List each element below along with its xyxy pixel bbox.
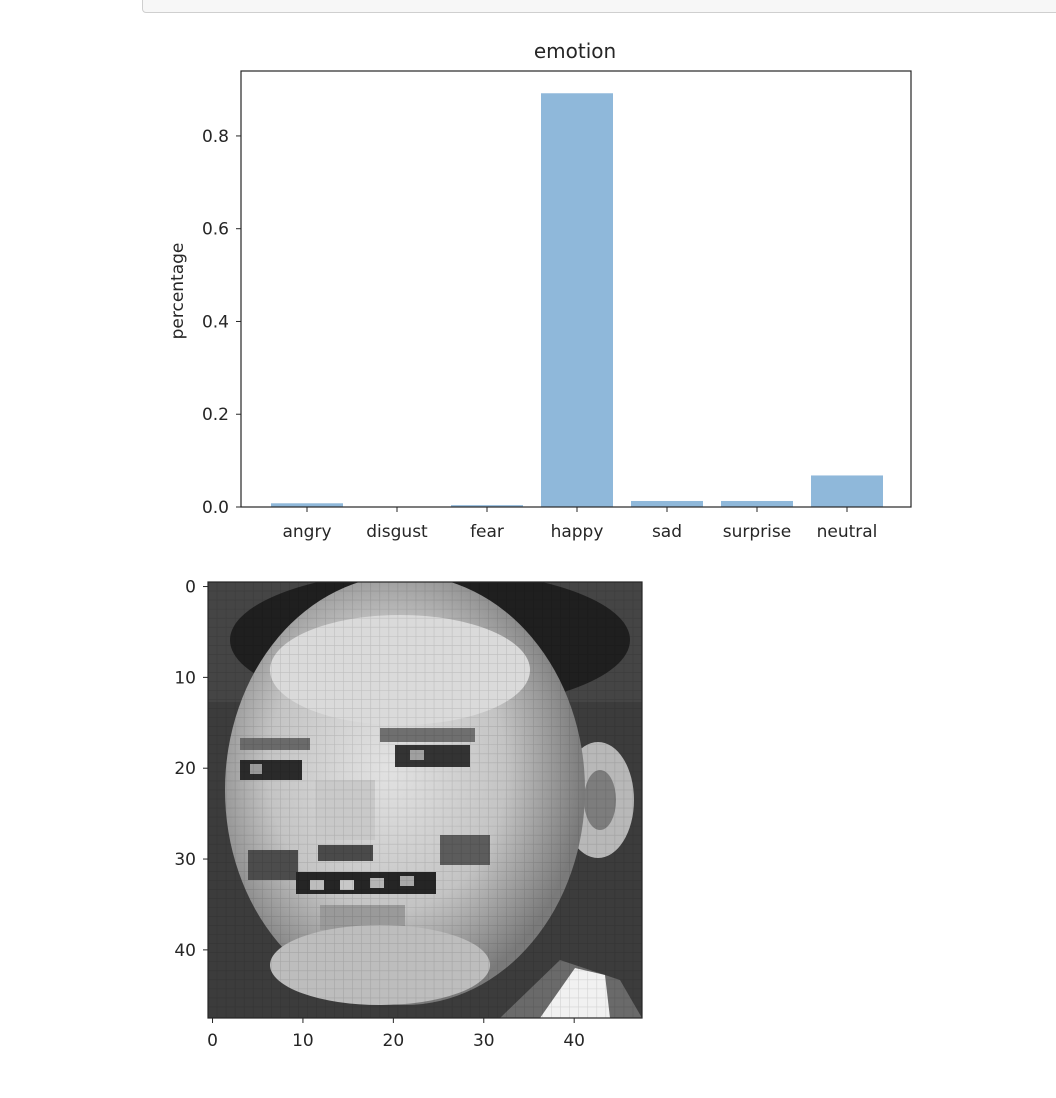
x-tick-label: sad xyxy=(652,522,682,542)
y-axis-label: percentage xyxy=(168,243,188,340)
x-tick-label: disgust xyxy=(366,522,428,542)
y-tick-label: 0.8 xyxy=(202,127,229,147)
face-image-plot: 0 10 20 30 40 0 10 20 30 40 xyxy=(174,578,643,1051)
bar-angry xyxy=(271,503,343,507)
image-x-tick-label: 40 xyxy=(563,1031,585,1051)
image-x-tick-label: 20 xyxy=(383,1031,405,1051)
bar-neutral xyxy=(811,475,883,507)
grayscale-face-image xyxy=(208,582,642,1018)
image-x-tick-label: 0 xyxy=(207,1031,218,1051)
bar-surprise xyxy=(721,500,793,507)
y-tick-label: 0.0 xyxy=(202,498,229,518)
image-y-tick-label: 30 xyxy=(174,850,196,870)
bar-sad xyxy=(631,500,703,507)
y-tick-label: 0.4 xyxy=(202,312,229,332)
image-frame xyxy=(207,581,643,1019)
bar-happy xyxy=(541,93,613,508)
x-tick-label: fear xyxy=(470,522,504,542)
image-x-tick-label: 10 xyxy=(292,1031,314,1051)
image-y-tick-label: 10 xyxy=(174,668,196,688)
x-tick-label: happy xyxy=(551,522,604,542)
y-tick-label: 0.6 xyxy=(202,220,229,240)
image-y-tick-label: 40 xyxy=(174,941,196,961)
y-tick-label: 0.2 xyxy=(202,405,229,425)
plot-frame xyxy=(240,70,912,508)
x-tick-label: neutral xyxy=(817,522,878,542)
emotion-bar-chart: emotion percentage 0.0 0.2 0.4 0.6 0.8 angry… xyxy=(168,39,912,542)
x-tick-label: angry xyxy=(282,522,331,542)
image-y-tick-label: 0 xyxy=(185,578,196,598)
chart-title: emotion xyxy=(534,39,616,63)
image-y-tick-label: 20 xyxy=(174,759,196,779)
notebook-cell-input-edge xyxy=(142,0,1056,13)
image-x-tick-label: 30 xyxy=(473,1031,495,1051)
x-tick-label: surprise xyxy=(723,522,791,542)
bar-fear xyxy=(451,505,523,507)
